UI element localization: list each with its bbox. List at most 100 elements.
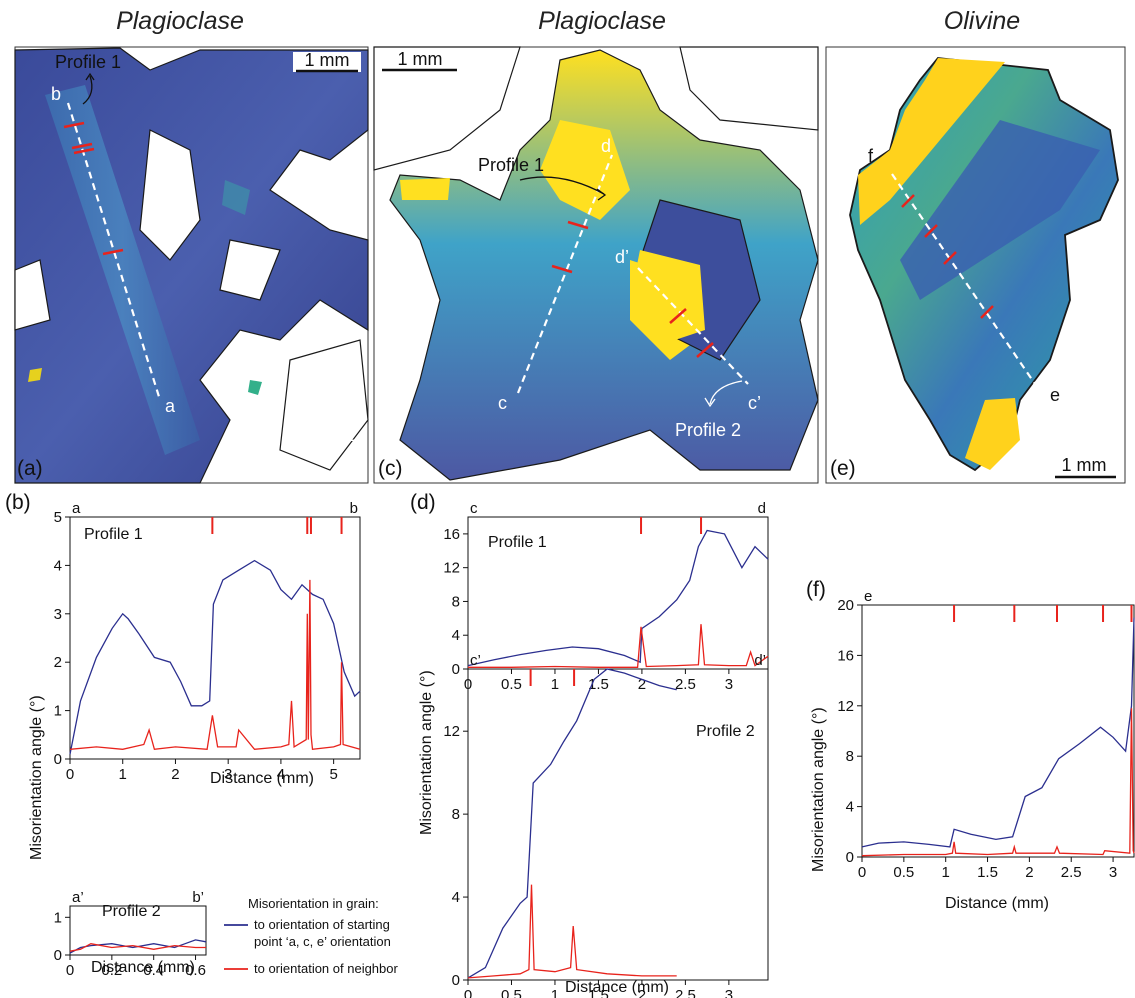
x-tick-label: 1 <box>551 676 559 693</box>
y-tick-label: 16 <box>443 526 460 543</box>
ylabel-b: Misorientation angle (°) <box>28 695 45 860</box>
series-blue <box>861 617 1135 848</box>
map-e-panel-label: (e) <box>830 457 856 480</box>
profile-start-label: c <box>470 500 478 517</box>
title-plagioclase-center: Plagioclase <box>538 7 666 35</box>
series-blue <box>467 529 769 667</box>
xlabel-b2: Distance (mm) <box>91 959 195 976</box>
x-tick-label: 1.5 <box>977 864 998 881</box>
title-plagioclase-left: Plagioclase <box>116 7 244 35</box>
panel-label-f: (f) <box>806 578 826 601</box>
panel-label-b: (b) <box>5 491 31 514</box>
map-c-scale-label: 1 mm <box>398 49 443 69</box>
map-a-scale-label: 1 mm <box>305 50 350 70</box>
profile-start-label: a’ <box>72 889 84 906</box>
map-c-grains <box>389 49 819 481</box>
x-tick-label: 2 <box>171 766 179 783</box>
x-tick-label: 2 <box>638 676 646 693</box>
profile-end-label: b’ <box>192 889 204 906</box>
series-blue <box>467 668 677 979</box>
y-tick-label: 0 <box>54 751 62 768</box>
map-a-panel-label: (a) <box>17 457 43 480</box>
map-c-panel-label: (c) <box>378 457 403 480</box>
profile-start-label: a <box>72 500 81 517</box>
legend: Misorientation in grain: to orientation … <box>224 896 398 976</box>
map-e-point-e: e <box>1050 385 1060 405</box>
x-tick-label: 0.2 <box>101 962 122 979</box>
x-tick-label: 3 <box>1109 864 1117 881</box>
map-e: 1 mm f e (e) <box>825 46 1126 484</box>
profile-start-label: c’ <box>470 652 481 669</box>
legend-red-label: to orientation of neighbor <box>254 961 398 976</box>
y-tick-label: 12 <box>837 698 854 715</box>
map-c: 1 mm Profile 1 d c d’ c’ Profile 2 (c) <box>373 46 819 484</box>
y-tick-label: 1 <box>54 909 62 926</box>
y-tick-label: 8 <box>452 806 460 823</box>
y-tick-label: 16 <box>837 647 854 664</box>
xlabel-f: Distance (mm) <box>945 895 1049 912</box>
panel-label-d: (d) <box>410 491 436 514</box>
x-tick-label: 1.5 <box>588 987 609 998</box>
series-blue <box>69 559 361 755</box>
y-tick-label: 0 <box>846 849 854 866</box>
x-tick-label: 3 <box>725 987 733 998</box>
y-tick-label: 1 <box>54 703 62 720</box>
xlabel-d: Distance (mm) <box>565 979 669 996</box>
map-c-point-d2: d’ <box>615 247 629 267</box>
chart-frame <box>861 604 1135 858</box>
profile-name-label: Profile 1 <box>488 534 547 551</box>
legend-blue-label-2: point ‘a, c, e’ orientation <box>254 934 391 949</box>
y-tick-label: 4 <box>452 889 460 906</box>
xlabel-b1: Distance (mm) <box>210 770 314 787</box>
map-a-point-b: b <box>51 84 61 104</box>
map-a-profile2-label: Profile 2 <box>289 425 355 445</box>
x-tick-label: 0 <box>464 987 472 998</box>
chart-f: 0 0.5 1 1.5 2 2.5 3 0 4 8 12 16 20 e <box>837 588 1135 881</box>
series-red <box>467 884 677 979</box>
x-tick-label: 0.4 <box>143 962 164 979</box>
profile-end-label: d <box>758 500 766 517</box>
profile-start-label: e <box>864 588 872 605</box>
y-tick-label: 20 <box>837 597 854 614</box>
chart-b2: 0 0.2 0.4 0.6 0 1 a’ b’ Profile 2 <box>54 889 207 979</box>
profile-name-label: Profile 1 <box>84 526 143 543</box>
map-a-profile1-label: Profile 1 <box>55 52 121 72</box>
x-tick-label: 1.5 <box>588 676 609 693</box>
ylabel-f: Misorientation angle (°) <box>810 707 827 872</box>
map-e-scale-label: 1 mm <box>1062 455 1107 475</box>
y-tick-label: 3 <box>54 606 62 623</box>
x-tick-label: 0 <box>66 766 74 783</box>
map-c-profile2-label: Profile 2 <box>675 420 741 440</box>
x-tick-label: 2.5 <box>1061 864 1082 881</box>
x-tick-label: 0.5 <box>501 676 522 693</box>
y-tick-label: 4 <box>846 799 854 816</box>
series-red <box>69 579 361 751</box>
profile-end-label: b <box>350 500 358 517</box>
map-c-point-c2: c’ <box>748 393 761 413</box>
y-tick-label: 5 <box>54 509 62 526</box>
y-tick-label: 8 <box>452 593 460 610</box>
map-c-profile1-label: Profile 1 <box>478 155 544 175</box>
x-tick-label: 0 <box>858 864 866 881</box>
x-tick-label: 2 <box>638 987 646 998</box>
map-a-point-a: a <box>165 396 176 416</box>
x-tick-label: 2.5 <box>675 987 696 998</box>
x-tick-label: 0.6 <box>185 962 206 979</box>
x-tick-label: 3 <box>224 766 232 783</box>
y-tick-label: 0 <box>452 972 460 989</box>
series-red <box>69 943 206 952</box>
series-red <box>468 624 769 668</box>
y-tick-label: 12 <box>443 560 460 577</box>
y-tick-label: 8 <box>846 748 854 765</box>
profile-name-label: Profile 2 <box>102 903 161 920</box>
x-tick-label: 3 <box>725 676 733 693</box>
y-tick-label: 4 <box>452 627 460 644</box>
x-tick-label: 0 <box>66 962 74 979</box>
profile-end-label: d’ <box>754 652 766 669</box>
x-tick-label: 0.5 <box>501 987 522 998</box>
